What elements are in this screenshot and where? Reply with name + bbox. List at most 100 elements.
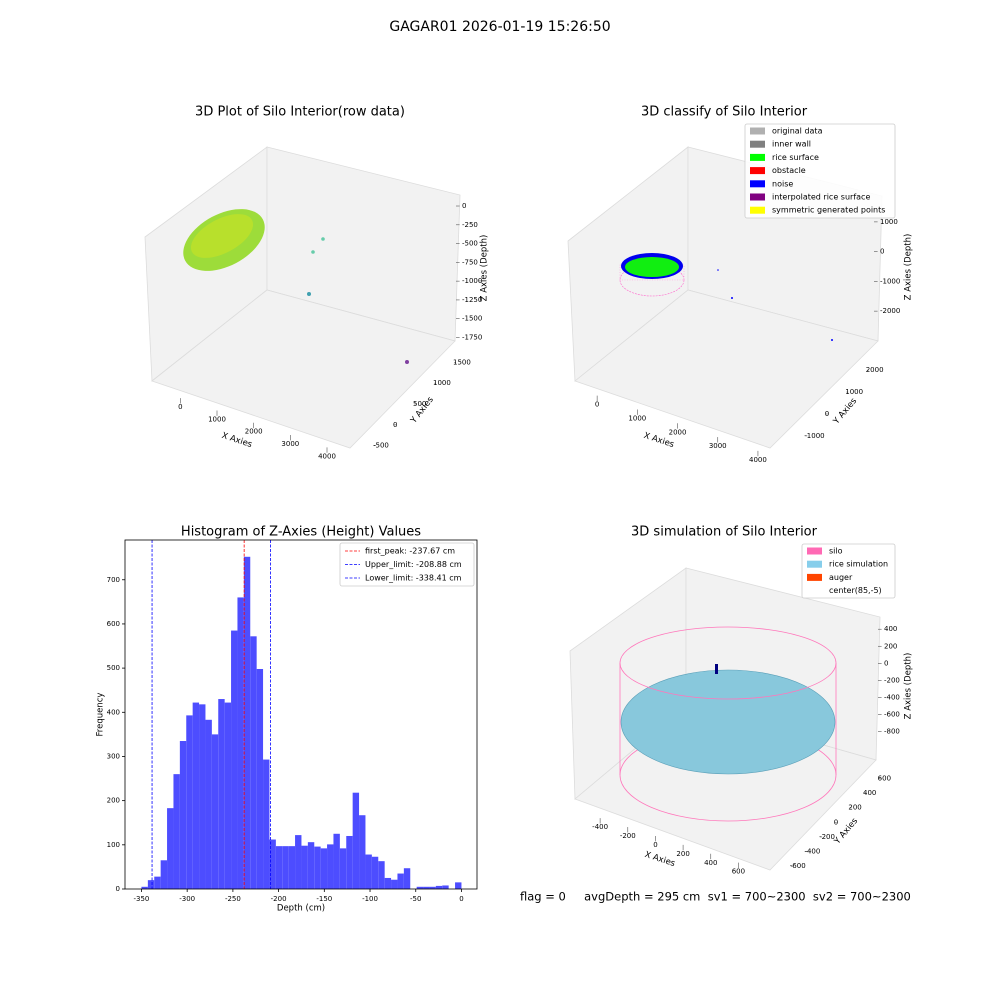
- bar: [147, 880, 155, 889]
- x-tick-label: -400: [592, 823, 608, 831]
- legend-swatch: [750, 193, 765, 201]
- legend-label: noise: [772, 179, 793, 188]
- x-tick-label: 600: [732, 868, 745, 876]
- outlier: [307, 292, 311, 296]
- z-tick-label: 0: [884, 659, 888, 667]
- bar: [243, 556, 251, 889]
- z-tick-label: 0: [462, 202, 466, 210]
- legend-label: inner wall: [772, 140, 811, 149]
- bar: [455, 882, 462, 889]
- bar: [391, 879, 398, 889]
- x-tick-label: -50: [410, 895, 421, 903]
- y-tick-label: 400: [107, 708, 120, 716]
- y-tick-label: 600: [107, 620, 120, 628]
- y-tick-label: 500: [107, 664, 120, 672]
- y-tick-label: 400: [863, 789, 876, 797]
- x-tick-label: -150: [316, 895, 332, 903]
- x-tick-label: 3000: [709, 442, 727, 450]
- bar: [192, 702, 200, 889]
- axis-label: Z Axies (Depth): [904, 234, 914, 301]
- noise-point: [731, 297, 733, 299]
- z-tick-label: -1000: [880, 277, 900, 285]
- legend-label: Upper_limit: -208.88 cm: [365, 560, 462, 569]
- y-tick-label: 0: [834, 818, 838, 826]
- bar: [384, 877, 392, 889]
- legend-label: auger: [829, 573, 853, 582]
- outlier: [405, 360, 409, 364]
- axis-label: Z Axies (Depth): [480, 235, 490, 302]
- bar: [352, 792, 360, 889]
- bar: [141, 886, 148, 889]
- pane: [574, 289, 879, 449]
- z-tick-label: -800: [884, 727, 900, 735]
- legend-label: obstacle: [772, 166, 806, 175]
- legend-label: original data: [772, 127, 823, 136]
- y-axis-label: Frequency: [96, 693, 106, 737]
- x-tick-label: -300: [179, 895, 195, 903]
- chart-title: Histogram of Z-Axies (Height) Values: [181, 525, 421, 540]
- bar: [173, 774, 180, 889]
- legend-label: first_peak: -237.67 cm: [365, 547, 455, 556]
- z-tick-label: 1000: [880, 218, 898, 226]
- y-tick-label: -500: [373, 442, 389, 450]
- figure-title: GAGAR01 2026-01-19 15:26:50: [389, 19, 610, 35]
- x-tick-label: 1000: [208, 415, 226, 423]
- axis-label: Z Axies (Depth): [904, 653, 914, 720]
- bar: [359, 815, 366, 889]
- x-tick-label: 0: [595, 401, 599, 409]
- y-tick-label: 0: [825, 410, 829, 418]
- bar: [307, 842, 315, 889]
- x-tick-label: -200: [620, 832, 636, 840]
- legend-box: [801, 543, 896, 599]
- legend-label: interpolated rice surface: [772, 193, 870, 202]
- legend-swatch: [750, 167, 765, 175]
- y-tick-label: 1000: [845, 388, 863, 396]
- bar: [205, 719, 212, 889]
- y-tick-label: 0: [116, 885, 120, 893]
- z-tick-label: -250: [462, 221, 478, 229]
- bar: [250, 636, 257, 889]
- legend-swatch: [807, 573, 822, 581]
- wall: [619, 264, 685, 281]
- legend-swatch: [750, 153, 765, 161]
- bar: [263, 759, 270, 889]
- y-tick-label: -200: [819, 833, 835, 841]
- bar: [397, 873, 404, 889]
- y-tick-label: 2000: [866, 366, 884, 374]
- bar: [160, 860, 168, 889]
- y-tick-label: 1500: [453, 358, 471, 366]
- z-tick-label: -2000: [880, 307, 900, 315]
- bar: [237, 597, 244, 889]
- y-tick-label: 1000: [433, 379, 451, 387]
- outlier: [311, 250, 315, 254]
- rice-surface: [625, 257, 679, 277]
- legend-swatch: [807, 560, 822, 568]
- bar: [231, 630, 238, 889]
- x-tick-label: -350: [134, 895, 150, 903]
- legend-swatch: [750, 180, 765, 188]
- legend-label: rice simulation: [829, 560, 888, 569]
- y-tick-label: -1000: [804, 432, 824, 440]
- z-tick-label: -500: [462, 240, 478, 248]
- bar: [346, 835, 353, 889]
- silo-top: [619, 626, 837, 700]
- bar: [378, 861, 385, 889]
- z-tick-label: 0: [880, 248, 884, 256]
- z-tick-label: -1250: [462, 296, 482, 304]
- bar: [179, 741, 187, 889]
- x-tick-label: 1000: [628, 414, 646, 422]
- legend-label: symmetric generated points: [772, 206, 885, 215]
- pane: [151, 289, 456, 449]
- z-tick-label: -400: [884, 693, 900, 701]
- footer: flag = 0 avgDepth = 295 cm sv1 = 700~230…: [520, 890, 911, 904]
- y-tick-label: 600: [878, 774, 891, 782]
- auger: [715, 664, 718, 674]
- bar: [435, 885, 443, 889]
- bar: [224, 702, 232, 889]
- bar: [211, 734, 219, 889]
- bar: [423, 886, 430, 889]
- bar: [275, 846, 283, 889]
- x-tick-label: 400: [704, 859, 717, 867]
- legend-swatch: [750, 127, 765, 135]
